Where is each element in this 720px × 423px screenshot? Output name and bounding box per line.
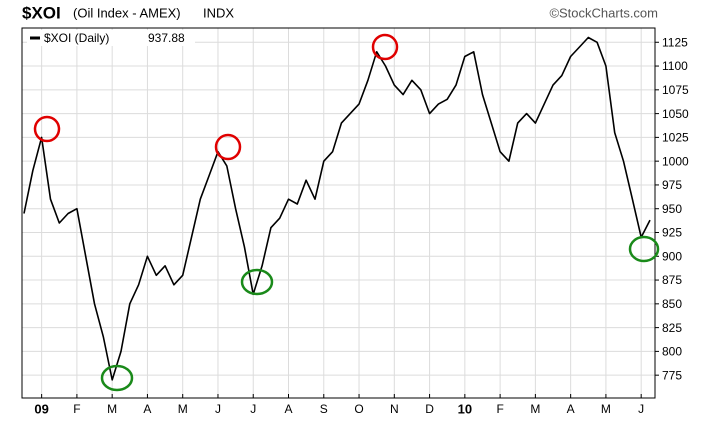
x-tick-label: J bbox=[250, 402, 256, 416]
x-tick-label: A bbox=[143, 402, 151, 416]
x-tick-label: A bbox=[567, 402, 575, 416]
trough-circle bbox=[628, 235, 660, 263]
x-tick-label: O bbox=[354, 402, 363, 416]
y-tick-label: 1050 bbox=[662, 107, 689, 121]
x-tick-label: N bbox=[390, 402, 399, 416]
x-tick-label: M bbox=[107, 402, 117, 416]
x-tick-label: D bbox=[425, 402, 434, 416]
trough-circle bbox=[240, 268, 274, 296]
y-tick-label: 800 bbox=[662, 345, 682, 359]
y-tick-label: 1075 bbox=[662, 83, 689, 97]
legend-label: $XOI (Daily) bbox=[44, 31, 109, 45]
y-tick-label: 850 bbox=[662, 297, 682, 311]
x-tick-label: F bbox=[73, 402, 80, 416]
y-tick-label: 900 bbox=[662, 249, 682, 263]
peak-circle bbox=[33, 115, 61, 143]
y-tick-label: 775 bbox=[662, 368, 682, 382]
y-tick-label: 825 bbox=[662, 321, 682, 335]
y-tick-label: 975 bbox=[662, 178, 682, 192]
legend-value: 937.88 bbox=[148, 31, 185, 45]
x-tick-label: M bbox=[601, 402, 611, 416]
exchange: INDX bbox=[203, 5, 234, 20]
plot-frame bbox=[21, 27, 656, 399]
x-tick-label: J bbox=[215, 402, 221, 416]
y-tick-label: 1125 bbox=[662, 35, 688, 49]
y-tick-label: 925 bbox=[662, 226, 682, 240]
x-tick-label: J bbox=[638, 402, 644, 416]
peak-circle bbox=[214, 133, 242, 161]
x-tick-label: M bbox=[178, 402, 188, 416]
y-tick-label: 950 bbox=[662, 202, 682, 216]
grid bbox=[22, 28, 655, 398]
source: ©StockCharts.com bbox=[549, 5, 658, 20]
x-tick-label: F bbox=[496, 402, 503, 416]
trough-circle bbox=[100, 364, 134, 392]
y-tick-label: 1100 bbox=[662, 59, 688, 73]
x-tick-label: 10 bbox=[458, 401, 472, 416]
price-line bbox=[23, 36, 651, 381]
chart-title: $XOI bbox=[22, 3, 61, 22]
legend-box bbox=[27, 30, 195, 46]
y-tick-label: 1025 bbox=[662, 131, 689, 145]
x-tick-label: A bbox=[284, 402, 292, 416]
chart-subtitle: (Oil Index - AMEX) bbox=[73, 5, 181, 20]
annotations bbox=[33, 33, 660, 392]
x-tick-label: M bbox=[530, 402, 540, 416]
peak-circle bbox=[371, 33, 399, 61]
x-tick-label: S bbox=[320, 402, 328, 416]
y-tick-label: 875 bbox=[662, 273, 682, 287]
x-tick-label: 09 bbox=[34, 401, 48, 416]
y-tick-label: 1000 bbox=[662, 154, 689, 168]
